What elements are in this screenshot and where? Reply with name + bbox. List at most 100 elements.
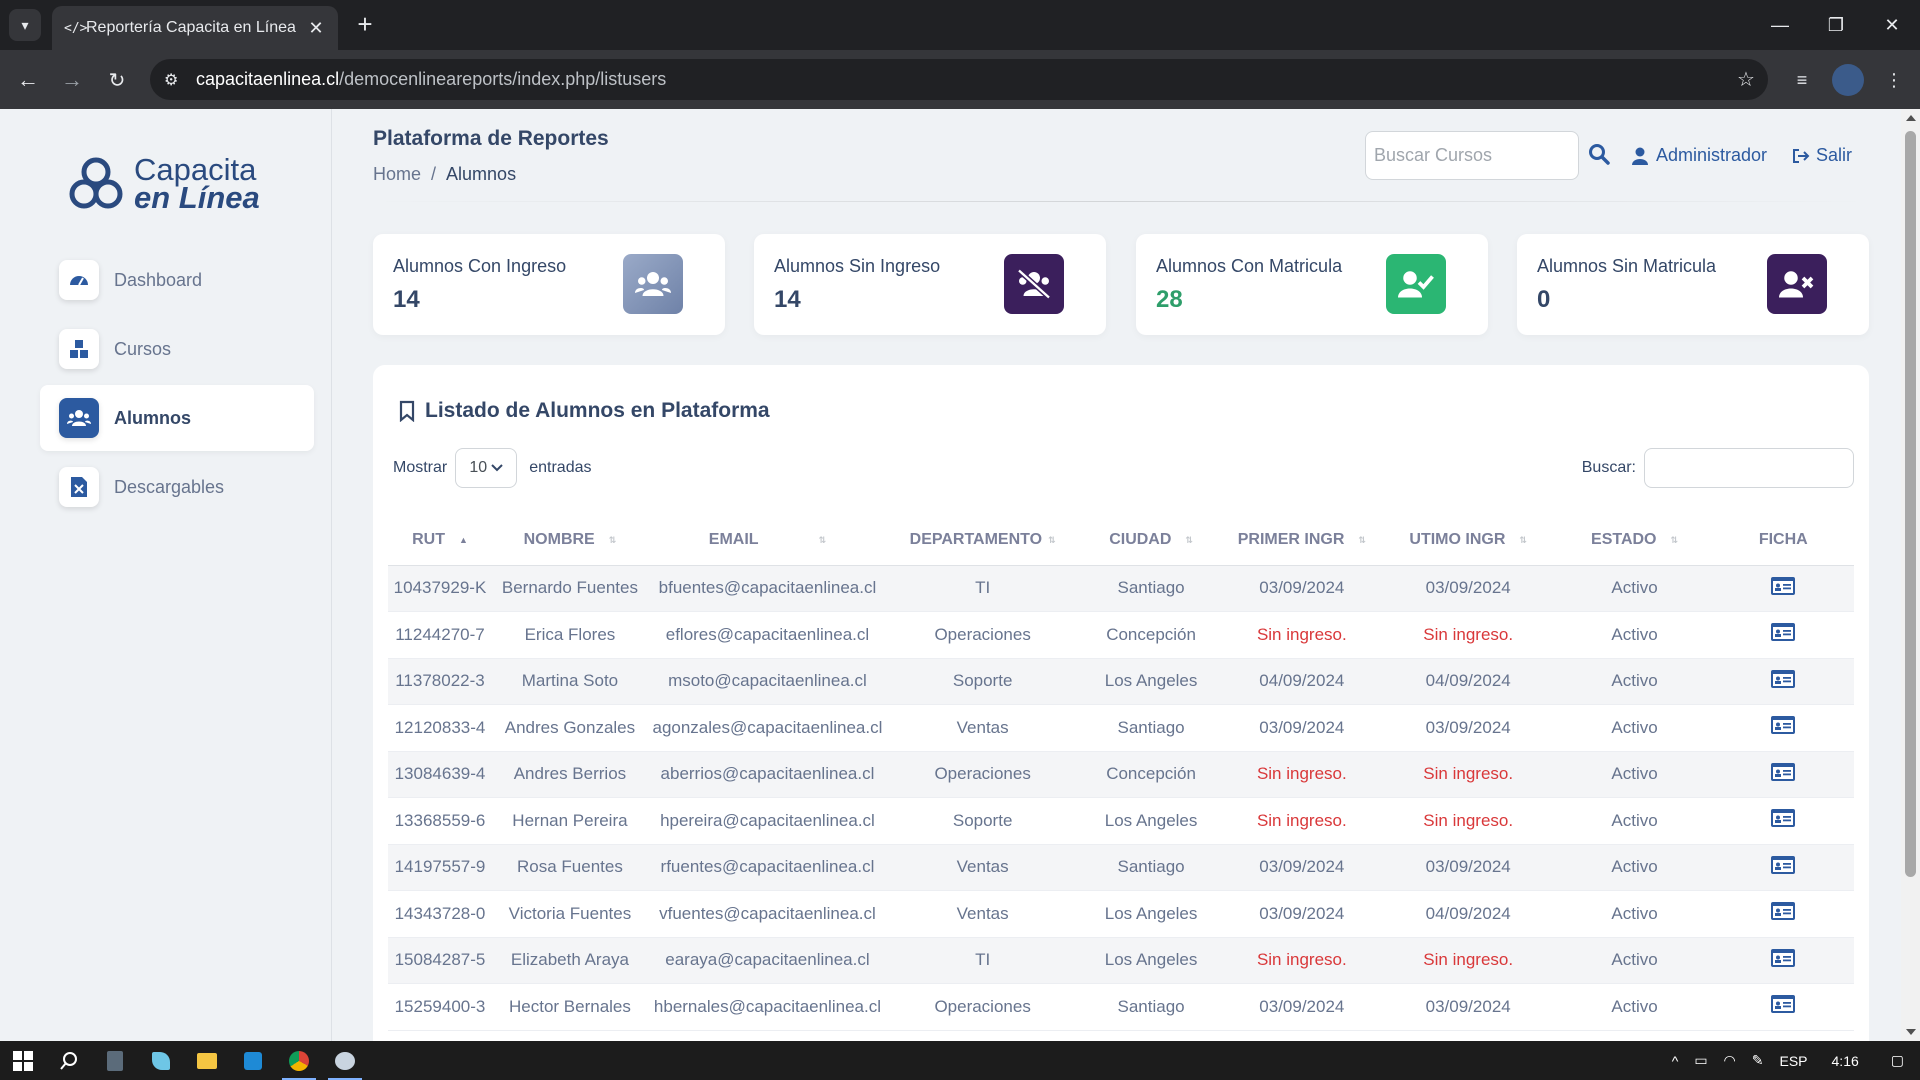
start-button[interactable] bbox=[0, 1041, 46, 1080]
search-icon[interactable] bbox=[1588, 143, 1610, 165]
email-cell: hpereira@capacitaenlinea.cl bbox=[647, 797, 887, 845]
departamento-cell: Operaciones bbox=[886, 983, 1079, 1031]
gauge-icon bbox=[59, 260, 99, 300]
chrome-taskbar-icon[interactable] bbox=[276, 1041, 322, 1080]
stat-label: Alumnos Con Matricula bbox=[1156, 256, 1343, 276]
departamento-cell: Soporte bbox=[886, 797, 1079, 845]
user-menu-link[interactable]: Administrador bbox=[1632, 145, 1767, 166]
notifications-icon[interactable]: ▢ bbox=[1890, 1052, 1904, 1068]
column-label: RUT bbox=[412, 530, 445, 548]
site-info-icon[interactable]: ⚙ bbox=[164, 71, 179, 89]
sidebar-item-cursos[interactable]: Cursos bbox=[40, 316, 314, 382]
column-header-ficha: FICHA bbox=[1713, 515, 1854, 565]
id-card-icon[interactable] bbox=[1771, 576, 1796, 595]
primer-ingreso-cell: Sin ingreso. bbox=[1223, 937, 1380, 984]
scrollbar-thumb[interactable] bbox=[1905, 131, 1916, 877]
breadcrumb-current: Alumnos bbox=[446, 164, 517, 184]
id-card-icon[interactable] bbox=[1771, 762, 1796, 781]
id-card-icon[interactable] bbox=[1771, 902, 1796, 921]
scroll-up-arrow[interactable] bbox=[1906, 115, 1916, 121]
email-cell: msoto@capacitaenlinea.cl bbox=[647, 658, 887, 705]
media-control-icon[interactable]: ≡ bbox=[1796, 69, 1808, 90]
estado-cell: Activo bbox=[1556, 611, 1713, 659]
column-header-departamento[interactable]: DEPARTAMENTO ⇅ bbox=[887, 515, 1078, 565]
battery-icon[interactable]: ▭ bbox=[1694, 1052, 1708, 1068]
stat-card-con-ingreso: Alumnos Con Ingreso 14 bbox=[373, 234, 725, 335]
id-card-icon[interactable] bbox=[1771, 809, 1796, 828]
estado-cell: Activo bbox=[1556, 937, 1713, 984]
wifi-icon[interactable]: ◠ bbox=[1723, 1052, 1736, 1068]
menu-kebab-icon[interactable]: ⋮ bbox=[1885, 69, 1903, 90]
bookmark-star-icon[interactable]: ☆ bbox=[1737, 69, 1755, 91]
vscode-icon[interactable] bbox=[230, 1041, 276, 1080]
user-check-icon bbox=[1386, 254, 1446, 314]
sidebar-item-alumnos[interactable]: Alumnos bbox=[40, 385, 314, 451]
breadcrumb-home[interactable]: Home bbox=[373, 164, 422, 184]
url-path: /democenlineareports/index.php/listusers bbox=[339, 69, 667, 89]
ciudad-cell: Los Angeles bbox=[1078, 658, 1224, 705]
tray-chevron-up-icon[interactable]: ^ bbox=[1671, 1052, 1679, 1069]
ficha-cell bbox=[1712, 564, 1854, 612]
sidebar-item-dashboard[interactable]: Dashboard bbox=[40, 247, 314, 313]
column-header-nombre[interactable]: NOMBRE ⇅ bbox=[492, 515, 648, 565]
forward-button[interactable]: → bbox=[61, 67, 83, 92]
column-header-utimo-ingr[interactable]: UTIMO INGR ⇅ bbox=[1380, 515, 1557, 565]
logout-link[interactable]: Salir bbox=[1792, 145, 1852, 166]
brand-logo[interactable]: Capacita en Línea bbox=[66, 154, 260, 214]
stat-value: 28 bbox=[1156, 286, 1183, 313]
clock[interactable]: 4:16 bbox=[1831, 1052, 1859, 1069]
address-bar[interactable]: ⚙ capacitaenlinea.cl/democenlineareports… bbox=[150, 59, 1768, 100]
id-card-icon[interactable] bbox=[1771, 623, 1796, 642]
feather-app-icon[interactable] bbox=[138, 1041, 184, 1080]
code-icon: </> bbox=[64, 20, 88, 36]
pen-icon[interactable]: ✎ bbox=[1751, 1052, 1764, 1068]
nombre-cell: Elizabeth Araya bbox=[491, 937, 648, 984]
id-card-icon[interactable] bbox=[1771, 716, 1796, 735]
tab-search-button[interactable]: ▾ bbox=[9, 9, 41, 41]
column-header-estado[interactable]: ESTADO ⇅ bbox=[1557, 515, 1713, 565]
column-header-ciudad[interactable]: CIUDAD ⇅ bbox=[1078, 515, 1224, 565]
scroll-down-arrow[interactable] bbox=[1906, 1029, 1916, 1035]
nombre-cell: Bernardo Fuentes bbox=[491, 564, 648, 612]
logo-line-2: en Línea bbox=[134, 180, 260, 215]
sidebar-item-descargables[interactable]: Descargables bbox=[40, 454, 314, 520]
calculator-app-icon[interactable] bbox=[92, 1041, 138, 1080]
page-length-select[interactable]: 10 bbox=[455, 448, 518, 488]
column-header-email[interactable]: EMAIL ⇅ bbox=[648, 515, 887, 565]
table-search-label: Buscar: bbox=[1581, 459, 1636, 476]
app-taskbar-icon[interactable] bbox=[322, 1041, 368, 1080]
restore-button[interactable]: ❐ bbox=[1827, 14, 1845, 35]
taskbar-search-button[interactable] bbox=[46, 1041, 92, 1080]
search-courses-input[interactable] bbox=[1365, 131, 1579, 180]
column-label: PRIMER INGR bbox=[1237, 530, 1345, 548]
rut-cell: 10437929-K bbox=[388, 564, 492, 612]
new-tab-button[interactable]: + bbox=[357, 9, 373, 39]
back-button[interactable]: ← bbox=[17, 67, 39, 92]
id-card-icon[interactable] bbox=[1771, 995, 1796, 1014]
primer-ingreso-cell: Sin ingreso. bbox=[1223, 611, 1380, 659]
close-window-button[interactable]: ✕ bbox=[1884, 14, 1900, 35]
ciudad-cell: Los Angeles bbox=[1078, 797, 1224, 845]
id-card-icon[interactable] bbox=[1771, 855, 1796, 874]
column-label: FICHA bbox=[1758, 530, 1808, 548]
profile-avatar[interactable] bbox=[1832, 64, 1864, 96]
estado-cell: Activo bbox=[1556, 658, 1713, 705]
table-search-input[interactable] bbox=[1644, 448, 1854, 488]
page-scrollbar[interactable] bbox=[1901, 109, 1920, 1041]
ficha-cell bbox=[1712, 611, 1854, 659]
rut-cell: 14197557-9 bbox=[388, 844, 492, 891]
rut-cell: 11378022-3 bbox=[388, 658, 492, 705]
reload-button[interactable]: ↻ bbox=[108, 69, 126, 92]
ultimo-ingreso-cell: Sin ingreso. bbox=[1379, 751, 1557, 798]
file-explorer-icon[interactable] bbox=[184, 1041, 230, 1080]
url-text[interactable]: capacitaenlinea.cl/democenlineareports/i… bbox=[196, 69, 1724, 90]
column-header-primer-ingr[interactable]: PRIMER INGR ⇅ bbox=[1224, 515, 1380, 565]
ultimo-ingreso-cell: Sin ingreso. bbox=[1379, 611, 1557, 659]
language-indicator[interactable]: ESP bbox=[1779, 1052, 1808, 1069]
close-tab-icon[interactable]: ✕ bbox=[308, 17, 324, 38]
id-card-icon[interactable] bbox=[1771, 948, 1796, 967]
browser-tab[interactable]: </> Reportería Capacita en Línea ✕ bbox=[52, 6, 338, 50]
column-header-rut[interactable]: RUT ▲ bbox=[388, 515, 492, 565]
id-card-icon[interactable] bbox=[1771, 669, 1796, 688]
minimize-button[interactable]: — bbox=[1771, 14, 1789, 35]
